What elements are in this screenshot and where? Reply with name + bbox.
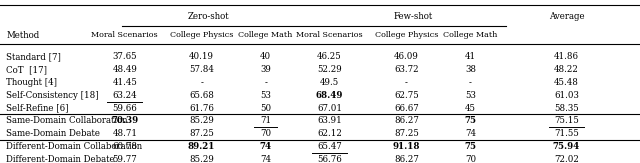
Text: 86.27: 86.27 (394, 155, 419, 163)
Text: 74: 74 (260, 142, 271, 151)
Text: 70: 70 (465, 155, 476, 163)
Text: 62.12: 62.12 (317, 129, 342, 138)
Text: Average: Average (548, 12, 584, 21)
Text: Zero-shot: Zero-shot (187, 12, 229, 21)
Text: Different-Domain Debate: Different-Domain Debate (6, 155, 115, 163)
Text: Thought [4]: Thought [4] (6, 78, 58, 87)
Text: 72.02: 72.02 (554, 155, 579, 163)
Text: 46.09: 46.09 (394, 52, 419, 61)
Text: 39: 39 (260, 65, 271, 74)
Text: 75.94: 75.94 (553, 142, 580, 151)
Text: 50: 50 (260, 104, 271, 112)
Text: 52.29: 52.29 (317, 65, 342, 74)
Text: 48.49: 48.49 (113, 65, 137, 74)
Text: 58.35: 58.35 (554, 104, 579, 112)
Text: College Math: College Math (444, 31, 497, 39)
Text: -: - (405, 78, 408, 87)
Text: 68.49: 68.49 (316, 91, 343, 100)
Text: Standard [7]: Standard [7] (6, 52, 61, 61)
Text: 75.15: 75.15 (554, 116, 579, 125)
Text: 74: 74 (260, 155, 271, 163)
Text: 45.48: 45.48 (554, 78, 579, 87)
Text: 38: 38 (465, 65, 476, 74)
Text: 41.86: 41.86 (554, 52, 579, 61)
Text: 67.01: 67.01 (317, 104, 342, 112)
Text: 61.03: 61.03 (554, 91, 579, 100)
Text: 91.18: 91.18 (393, 142, 420, 151)
Text: Same-Domain Collaboration: Same-Domain Collaboration (6, 116, 128, 125)
Text: 65.68: 65.68 (189, 91, 214, 100)
Text: 57.84: 57.84 (189, 65, 214, 74)
Text: College Physics: College Physics (374, 31, 438, 39)
Text: 70: 70 (260, 129, 271, 138)
Text: Different-Domain Collaboration: Different-Domain Collaboration (6, 142, 143, 151)
Text: 66.67: 66.67 (394, 104, 419, 112)
Text: 45: 45 (465, 104, 476, 112)
Text: 70.39: 70.39 (111, 116, 138, 125)
Text: 87.25: 87.25 (394, 129, 419, 138)
Text: Method: Method (6, 31, 40, 40)
Text: 71.55: 71.55 (554, 129, 579, 138)
Text: 89.21: 89.21 (188, 142, 215, 151)
Text: Moral Scenarios: Moral Scenarios (296, 31, 363, 39)
Text: -: - (200, 78, 203, 87)
Text: 37.65: 37.65 (113, 52, 137, 61)
Text: 71: 71 (260, 116, 271, 125)
Text: 86.27: 86.27 (394, 116, 419, 125)
Text: Moral Scenarios: Moral Scenarios (92, 31, 158, 39)
Text: 53: 53 (465, 91, 476, 100)
Text: 63.91: 63.91 (317, 116, 342, 125)
Text: 48.22: 48.22 (554, 65, 579, 74)
Text: 56.76: 56.76 (317, 155, 342, 163)
Text: 59.77: 59.77 (113, 155, 137, 163)
Text: 63.72: 63.72 (394, 65, 419, 74)
Text: 85.29: 85.29 (189, 155, 214, 163)
Text: 61.76: 61.76 (189, 104, 214, 112)
Text: 60.78: 60.78 (112, 142, 138, 151)
Text: 75: 75 (465, 142, 476, 151)
Text: CoT  [17]: CoT [17] (6, 65, 47, 74)
Text: 53: 53 (260, 91, 271, 100)
Text: 41.45: 41.45 (113, 78, 137, 87)
Text: 63.24: 63.24 (113, 91, 137, 100)
Text: 62.75: 62.75 (394, 91, 419, 100)
Text: 49.5: 49.5 (320, 78, 339, 87)
Text: College Physics: College Physics (170, 31, 234, 39)
Text: Self-Consistency [18]: Self-Consistency [18] (6, 91, 99, 100)
Text: 59.66: 59.66 (113, 104, 137, 112)
Text: -: - (264, 78, 267, 87)
Text: Self-Refine [6]: Self-Refine [6] (6, 104, 69, 112)
Text: 41: 41 (465, 52, 476, 61)
Text: Few-shot: Few-shot (393, 12, 433, 21)
Text: 75: 75 (465, 116, 476, 125)
Text: 87.25: 87.25 (189, 129, 214, 138)
Text: College Math: College Math (239, 31, 292, 39)
Text: 40: 40 (260, 52, 271, 61)
Text: 40.19: 40.19 (189, 52, 214, 61)
Text: 48.71: 48.71 (112, 129, 138, 138)
Text: 65.47: 65.47 (317, 142, 342, 151)
Text: Same-Domain Debate: Same-Domain Debate (6, 129, 100, 138)
Text: 74: 74 (465, 129, 476, 138)
Text: 85.29: 85.29 (189, 116, 214, 125)
Text: 46.25: 46.25 (317, 52, 342, 61)
Text: -: - (469, 78, 472, 87)
